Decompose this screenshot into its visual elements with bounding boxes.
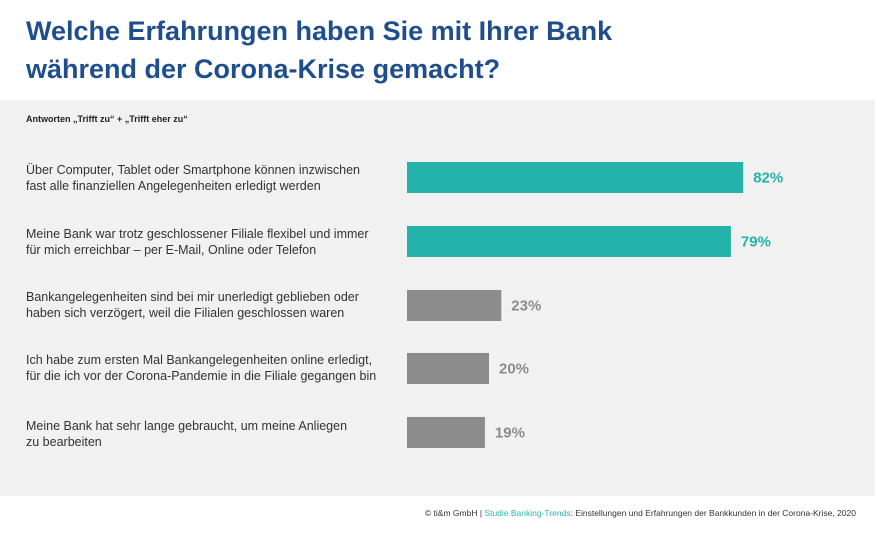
category-label: Meine Bank war trotz geschlossener Filia…	[26, 226, 386, 258]
title-line-1: Welche Erfahrungen haben Sie mit Ihrer B…	[26, 16, 613, 46]
title-line-2: während der Corona-Krise gemacht?	[26, 54, 501, 84]
bar	[407, 417, 485, 448]
bar-chart: 82% 79% 23% 20% 19%	[407, 162, 783, 448]
category-label-line: für mich erreichbar – per E-Mail, Online…	[26, 243, 317, 257]
data-label: 79%	[741, 234, 771, 251]
footer-source-name: Studie Banking-Trends	[484, 508, 571, 518]
category-label-line: haben sich verzögert, weil die Filialen …	[26, 306, 345, 320]
category-label-line: Über Computer, Tablet oder Smartphone kö…	[26, 163, 360, 177]
category-label: Meine Bank hat sehr lange gebraucht, um …	[26, 418, 386, 450]
footer-copyright: © ti&m GmbH	[424, 508, 478, 518]
category-label-line: Meine Bank hat sehr lange gebraucht, um …	[26, 419, 348, 433]
bar	[407, 226, 731, 257]
data-label: 20%	[499, 361, 529, 378]
page-title: Welche Erfahrungen haben Sie mit Ihrer B…	[26, 12, 826, 88]
chart-panel: Antworten „Trifft zu“ + „Trifft eher zu“…	[0, 100, 875, 496]
category-label: Über Computer, Tablet oder Smartphone kö…	[26, 162, 386, 194]
data-label: 82%	[753, 170, 783, 187]
category-label-line: Meine Bank war trotz geschlossener Filia…	[26, 227, 369, 241]
data-label: 19%	[495, 425, 525, 442]
footer-separator: |	[477, 508, 485, 518]
category-label-line: fast alle finanziellen Angelegenheiten e…	[26, 179, 321, 193]
category-label-line: zu bearbeiten	[26, 435, 102, 449]
footer-source: © ti&m GmbH | Studie Banking-Trends: Ein…	[425, 508, 856, 518]
bar	[407, 290, 502, 321]
category-label-line: Bankangelegenheiten sind bei mir unerled…	[26, 290, 359, 304]
category-label-line: für die ich vor der Corona-Pandemie in d…	[26, 369, 377, 383]
category-label-line: Ich habe zum ersten Mal Bankangelegenhei…	[26, 353, 373, 367]
data-label: 23%	[511, 298, 541, 315]
category-label: Bankangelegenheiten sind bei mir unerled…	[26, 289, 386, 321]
footer-source-text: : Einstellungen und Erfahrungen der Bank…	[570, 508, 856, 518]
category-label: Ich habe zum ersten Mal Bankangelegenhei…	[26, 352, 386, 384]
bar	[407, 162, 744, 193]
bar	[407, 353, 489, 384]
chart-subtitle: Antworten „Trifft zu“ + „Trifft eher zu“	[26, 114, 188, 124]
